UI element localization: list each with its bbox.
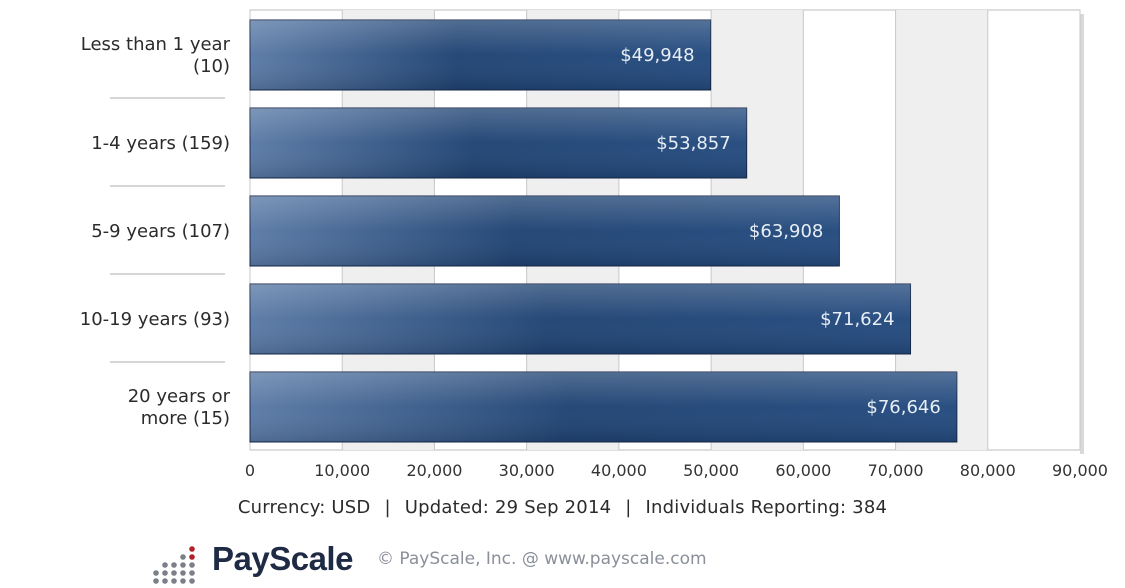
category-label: 10-19 years (93) bbox=[80, 309, 230, 330]
x-axis-tick-labels: 0 10,000 20,000 30,000 40,000 50,000 60,000 70,… bbox=[245, 461, 1108, 480]
bar-value-label: $71,624 bbox=[820, 309, 894, 330]
currency-text: Currency: USD bbox=[237, 497, 371, 518]
category-separators bbox=[110, 97, 225, 363]
separator: | bbox=[384, 497, 391, 518]
bar-group: $71,624 bbox=[249, 283, 912, 355]
category-label-line: 5-9 years (107) bbox=[91, 221, 230, 242]
bar-shine bbox=[250, 284, 911, 354]
bar-group: $49,948 bbox=[249, 19, 712, 91]
logo-dot bbox=[153, 578, 159, 584]
bar-group: $76,646 bbox=[249, 371, 958, 443]
x-tick-label: 40,000 bbox=[591, 461, 647, 480]
x-tick-label: 90,000 bbox=[1052, 461, 1108, 480]
x-tick-label: 80,000 bbox=[960, 461, 1016, 480]
logo-dot bbox=[162, 570, 168, 576]
logo-dot bbox=[180, 578, 186, 584]
category-labels: Less than 1 year (10) 1-4 years (159) 5-9 y… bbox=[80, 34, 231, 429]
x-tick-label: 50,000 bbox=[683, 461, 739, 480]
copyright-text: © PayScale, Inc. @ www.payscale.com bbox=[376, 549, 707, 569]
x-tick-label: 10,000 bbox=[314, 461, 370, 480]
report-metadata: Currency: USD | Updated: 29 Sep 2014 | Indiv… bbox=[0, 497, 1125, 518]
x-tick-label: 0 bbox=[245, 461, 255, 480]
bar-shine bbox=[250, 20, 711, 90]
brand-name: PayScale bbox=[212, 540, 353, 577]
x-tick-label: 30,000 bbox=[499, 461, 555, 480]
bar-shine bbox=[250, 196, 840, 266]
bar-value-label: $63,908 bbox=[749, 221, 823, 242]
logo-dot bbox=[189, 546, 195, 552]
category-label: 20 years or more (15) bbox=[128, 386, 231, 429]
logo-dot bbox=[171, 570, 177, 576]
logo-dot bbox=[189, 562, 195, 568]
x-tick-label: 70,000 bbox=[868, 461, 924, 480]
bar-group: $63,908 bbox=[249, 195, 840, 267]
individuals-reporting-text: Individuals Reporting: 384 bbox=[645, 497, 888, 518]
bars: $49,948 $53,857 $63,908 $71,624 $76,646 bbox=[249, 19, 958, 443]
separator: | bbox=[625, 497, 632, 518]
logo-dot bbox=[189, 578, 195, 584]
category-label-line: 10-19 years (93) bbox=[80, 309, 230, 330]
logo-dot bbox=[153, 570, 159, 576]
category-label: Less than 1 year (10) bbox=[81, 34, 231, 77]
bar-value-label: $49,948 bbox=[620, 45, 694, 66]
logo-dot bbox=[180, 554, 186, 560]
category-label-line: 1-4 years (159) bbox=[91, 133, 230, 154]
bar-value-label: $76,646 bbox=[866, 397, 940, 418]
logo-dot bbox=[189, 554, 195, 560]
category-label: 1-4 years (159) bbox=[91, 133, 230, 154]
logo-dot bbox=[162, 578, 168, 584]
logo-dot bbox=[180, 562, 186, 568]
payscale-dot-grid-logo-icon bbox=[153, 546, 195, 584]
payscale-branding: PayScale © PayScale, Inc. @ www.payscale… bbox=[150, 530, 707, 588]
bar-shine bbox=[250, 372, 957, 442]
logo-dot bbox=[171, 562, 177, 568]
logo-dot bbox=[180, 570, 186, 576]
x-tick-label: 60,000 bbox=[775, 461, 831, 480]
category-label-line: more (15) bbox=[141, 408, 230, 429]
logo-dot bbox=[171, 578, 177, 584]
logo-dot bbox=[189, 570, 195, 576]
category-label-line: Less than 1 year bbox=[81, 34, 231, 55]
updated-text: Updated: 29 Sep 2014 bbox=[404, 497, 612, 518]
bar-group: $53,857 bbox=[249, 107, 748, 179]
logo-dot bbox=[162, 562, 168, 568]
category-label-line: (10) bbox=[193, 56, 230, 77]
bar-shine bbox=[250, 108, 747, 178]
x-tick-label: 20,000 bbox=[406, 461, 462, 480]
plot-shadow bbox=[1080, 14, 1084, 454]
bar-value-label: $53,857 bbox=[656, 133, 730, 154]
category-label: 5-9 years (107) bbox=[91, 221, 230, 242]
category-label-line: 20 years or bbox=[128, 386, 231, 407]
